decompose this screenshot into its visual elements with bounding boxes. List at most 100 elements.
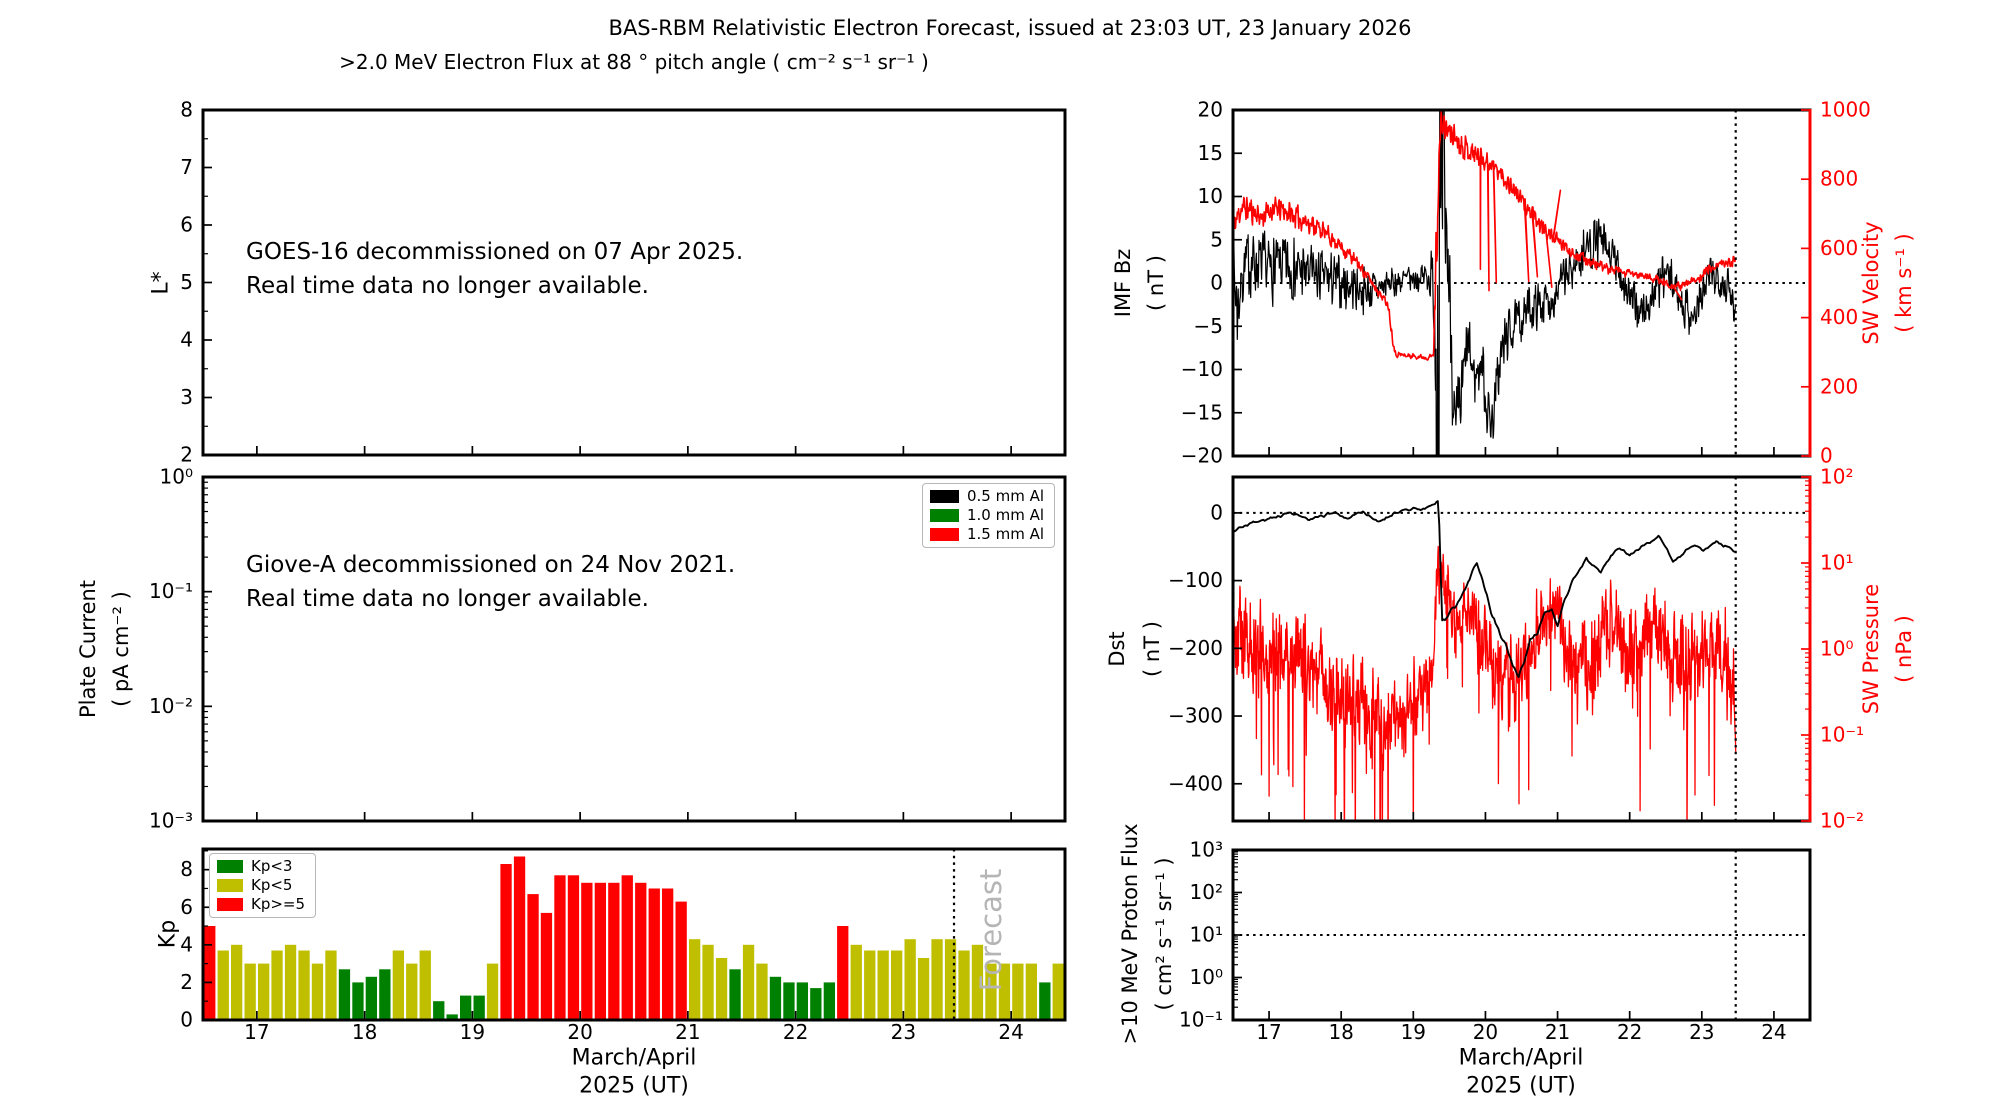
y-tick-label: −100 bbox=[1168, 568, 1223, 592]
kp-bar bbox=[473, 995, 485, 1020]
y-tick-label: −20 bbox=[1181, 444, 1223, 468]
legend-item: 1.5 mm Al bbox=[930, 527, 1044, 542]
kp-bar bbox=[621, 875, 633, 1020]
kp-bar bbox=[742, 944, 755, 1020]
x-tick-label: 24 bbox=[1761, 1020, 1786, 1044]
kp-bar bbox=[379, 969, 391, 1020]
kp-bar bbox=[971, 944, 984, 1020]
legend-item: Kp>=5 bbox=[217, 897, 305, 912]
y-tick-label: −5 bbox=[1194, 314, 1223, 338]
kp-legend: Kp<3 Kp<5 Kp>=5 bbox=[209, 853, 317, 918]
kp-bar bbox=[608, 882, 620, 1020]
y-tick-label: 20 bbox=[1198, 98, 1223, 122]
x-tick-label: 19 bbox=[460, 1020, 485, 1044]
x-tick-label: 23 bbox=[1689, 1020, 1714, 1044]
legend-label: 0.5 mm Al bbox=[967, 487, 1045, 505]
x-tick-label: 20 bbox=[567, 1020, 592, 1044]
kp-bar bbox=[540, 912, 553, 1020]
electron-flux-panel: 8 7 6 5 4 3 2 bbox=[180, 98, 1067, 467]
legend-item: Kp<3 bbox=[217, 859, 305, 874]
kp-bar bbox=[311, 963, 324, 1020]
plate-notice: Giove-A decommissioned on 24 Nov 2021. R… bbox=[246, 548, 735, 616]
proton-ylabel-line1: >10 MeV Proton Flux bbox=[1118, 823, 1142, 1045]
y-tick-label: 7 bbox=[180, 155, 193, 179]
kp-bar bbox=[406, 963, 418, 1020]
y-tick-label: 10⁻³ bbox=[149, 809, 193, 833]
y-tick-label: 2 bbox=[180, 970, 193, 994]
y-tick-label: 10⁻¹ bbox=[1179, 1008, 1223, 1032]
kp-bar bbox=[796, 982, 808, 1020]
electron-panel-title: >2.0 MeV Electron Flux at 88 ° pitch ang… bbox=[339, 50, 929, 74]
y-tick-label: 2 bbox=[180, 443, 193, 467]
proton-flux-panel: 17 18 19 20 21 22 23 24 10³ 10² 10¹ 10⁰ 10⁻¹ bbox=[1179, 838, 1812, 1044]
x-tick-label: 18 bbox=[1328, 1020, 1353, 1044]
kp-bar bbox=[513, 856, 526, 1020]
right-xaxis-label-line2: 2025 (UT) bbox=[1466, 1073, 1576, 1099]
legend-swatch-0.5mm bbox=[930, 490, 959, 503]
x-tick-label: 22 bbox=[783, 1020, 808, 1044]
kp-bar bbox=[365, 976, 377, 1020]
right-y-tick-label: 600 bbox=[1820, 236, 1858, 260]
y-tick-label: −15 bbox=[1181, 400, 1223, 424]
legend-label: Kp<5 bbox=[251, 876, 293, 894]
kp-bar bbox=[662, 888, 674, 1020]
y-tick-label: 8 bbox=[180, 98, 193, 122]
kp-bar bbox=[904, 939, 916, 1020]
y-tick-label: 10 bbox=[1198, 184, 1223, 208]
electron-notice: GOES-16 decommissioned on 07 Apr 2025. R… bbox=[246, 235, 743, 303]
imf-bz-ylabel-line1: IMF Bz bbox=[1111, 248, 1135, 318]
plate-notice-line2: Real time data no longer available. bbox=[246, 586, 649, 612]
legend-swatch-1.5mm bbox=[930, 528, 959, 541]
kp-bar bbox=[298, 950, 310, 1020]
x-tick-label: 17 bbox=[1256, 1020, 1281, 1044]
legend-swatch-kp-lt5 bbox=[217, 879, 243, 892]
sw-velocity-ylabel-line1: SW Velocity bbox=[1859, 221, 1883, 345]
right-y-tick-label: 200 bbox=[1820, 374, 1858, 398]
left-xaxis-label-line2: 2025 (UT) bbox=[579, 1073, 689, 1099]
x-tick-label: 20 bbox=[1473, 1020, 1498, 1044]
kp-bar bbox=[1025, 963, 1037, 1020]
x-tick-label: 18 bbox=[352, 1020, 377, 1044]
kp-bar bbox=[998, 963, 1011, 1020]
y-tick-label: 5 bbox=[1210, 227, 1223, 251]
x-tick-label: 19 bbox=[1401, 1020, 1426, 1044]
kp-bar bbox=[944, 939, 957, 1020]
plate-current-legend: 0.5 mm Al 1.0 mm Al 1.5 mm Al bbox=[922, 483, 1056, 548]
y-tick-label: −200 bbox=[1168, 636, 1223, 660]
y-tick-label: 4 bbox=[180, 328, 193, 352]
kp-bar bbox=[433, 1001, 445, 1020]
right-y-tick-label: 10¹ bbox=[1820, 551, 1853, 575]
kp-bar bbox=[783, 982, 795, 1020]
electron-ylabel: L* bbox=[148, 271, 174, 295]
legend-item: 0.5 mm Al bbox=[930, 489, 1044, 504]
kp-bar bbox=[958, 950, 970, 1020]
kp-bar bbox=[985, 963, 997, 1020]
y-tick-label: 10³ bbox=[1190, 838, 1223, 862]
kp-bar bbox=[823, 982, 835, 1020]
kp-bar bbox=[864, 950, 876, 1020]
panel-border bbox=[201, 847, 1067, 1022]
dst-ylabel-line1: Dst bbox=[1105, 631, 1129, 667]
kp-bar bbox=[729, 969, 741, 1020]
right-y-tick-label: 10⁰ bbox=[1820, 637, 1853, 661]
y-tick-label: 4 bbox=[180, 932, 193, 956]
kp-bar bbox=[446, 1014, 458, 1020]
x-tick-label: 22 bbox=[1617, 1020, 1642, 1044]
kp-ylabel: Kp bbox=[155, 919, 181, 949]
x-tick-label: 24 bbox=[998, 1020, 1023, 1044]
imf-bz-line bbox=[1233, 110, 1736, 456]
y-tick-label: 10⁰ bbox=[1190, 965, 1223, 989]
legend-label: Kp<3 bbox=[251, 857, 293, 875]
kp-bar bbox=[1052, 963, 1064, 1020]
right-xaxis-label-line1: March/April bbox=[1458, 1045, 1584, 1071]
y-tick-label: 3 bbox=[180, 385, 193, 409]
dst-ylabel-line2: ( nT ) bbox=[1140, 621, 1164, 677]
dst-line bbox=[1233, 500, 1736, 679]
kp-bar bbox=[527, 894, 539, 1020]
plate-notice-line1: Giove-A decommissioned on 24 Nov 2021. bbox=[246, 552, 736, 578]
kp-bar bbox=[877, 950, 889, 1020]
legend-swatch-1.0mm bbox=[930, 509, 959, 522]
legend-swatch-kp-lt3 bbox=[217, 860, 243, 873]
right-y-tick-label: 0 bbox=[1820, 444, 1833, 468]
